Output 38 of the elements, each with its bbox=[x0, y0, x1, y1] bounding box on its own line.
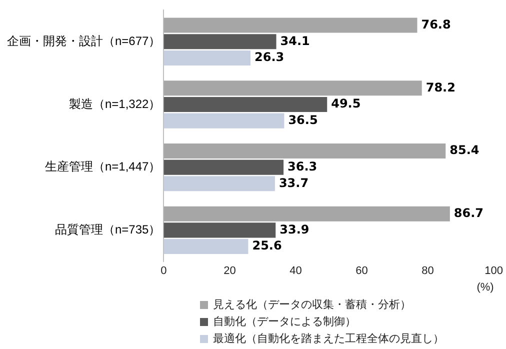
bar bbox=[164, 160, 284, 175]
bar bbox=[164, 34, 276, 50]
legend-label: 見える化（データの収集・蓄積・分析） bbox=[213, 297, 411, 313]
y-tick-label: 製造（n=1,322） bbox=[68, 96, 161, 111]
y-tick-label: 品質管理（n=735） bbox=[55, 222, 161, 236]
data-label: 25.6 bbox=[252, 238, 282, 253]
x-tick-label: 20 bbox=[224, 265, 236, 278]
data-label: 76.8 bbox=[421, 17, 451, 32]
bar bbox=[164, 50, 251, 66]
data-label: 78.2 bbox=[426, 80, 456, 94]
bar bbox=[164, 18, 418, 33]
x-tick-label: 100 bbox=[484, 265, 504, 278]
data-label: 85.4 bbox=[450, 143, 480, 158]
x-tick-label: 40 bbox=[290, 265, 302, 278]
data-label: 36.3 bbox=[288, 159, 318, 174]
data-label: 26.3 bbox=[254, 50, 284, 64]
legend-label: 最適化（自動化を踏まえた工程全体の見直し） bbox=[213, 331, 444, 347]
x-tick-label: 80 bbox=[422, 265, 434, 278]
x-tick-label: 0 bbox=[160, 265, 167, 278]
data-label: 33.9 bbox=[280, 222, 310, 236]
data-label: 34.1 bbox=[280, 34, 310, 48]
data-label: 33.7 bbox=[278, 176, 309, 190]
x-tick-label: 60 bbox=[356, 265, 368, 278]
y-tick-label: 企画・開発・設計（n=677） bbox=[7, 34, 161, 48]
bar bbox=[164, 176, 275, 192]
legend-label: 自動化（データによる制御） bbox=[213, 314, 356, 330]
bar bbox=[164, 206, 450, 222]
y-tick-label: 生産管理（n=1,447） bbox=[44, 160, 161, 174]
bar bbox=[164, 143, 446, 158]
bar bbox=[164, 222, 276, 238]
data-label: 86.7 bbox=[454, 206, 484, 220]
x-axis-title: (%) bbox=[476, 281, 494, 294]
data-label: 49.5 bbox=[331, 96, 361, 111]
bar bbox=[164, 96, 328, 112]
bar bbox=[164, 80, 422, 96]
bar bbox=[164, 239, 248, 254]
data-label: 36.5 bbox=[288, 112, 318, 127]
bar bbox=[164, 113, 284, 128]
